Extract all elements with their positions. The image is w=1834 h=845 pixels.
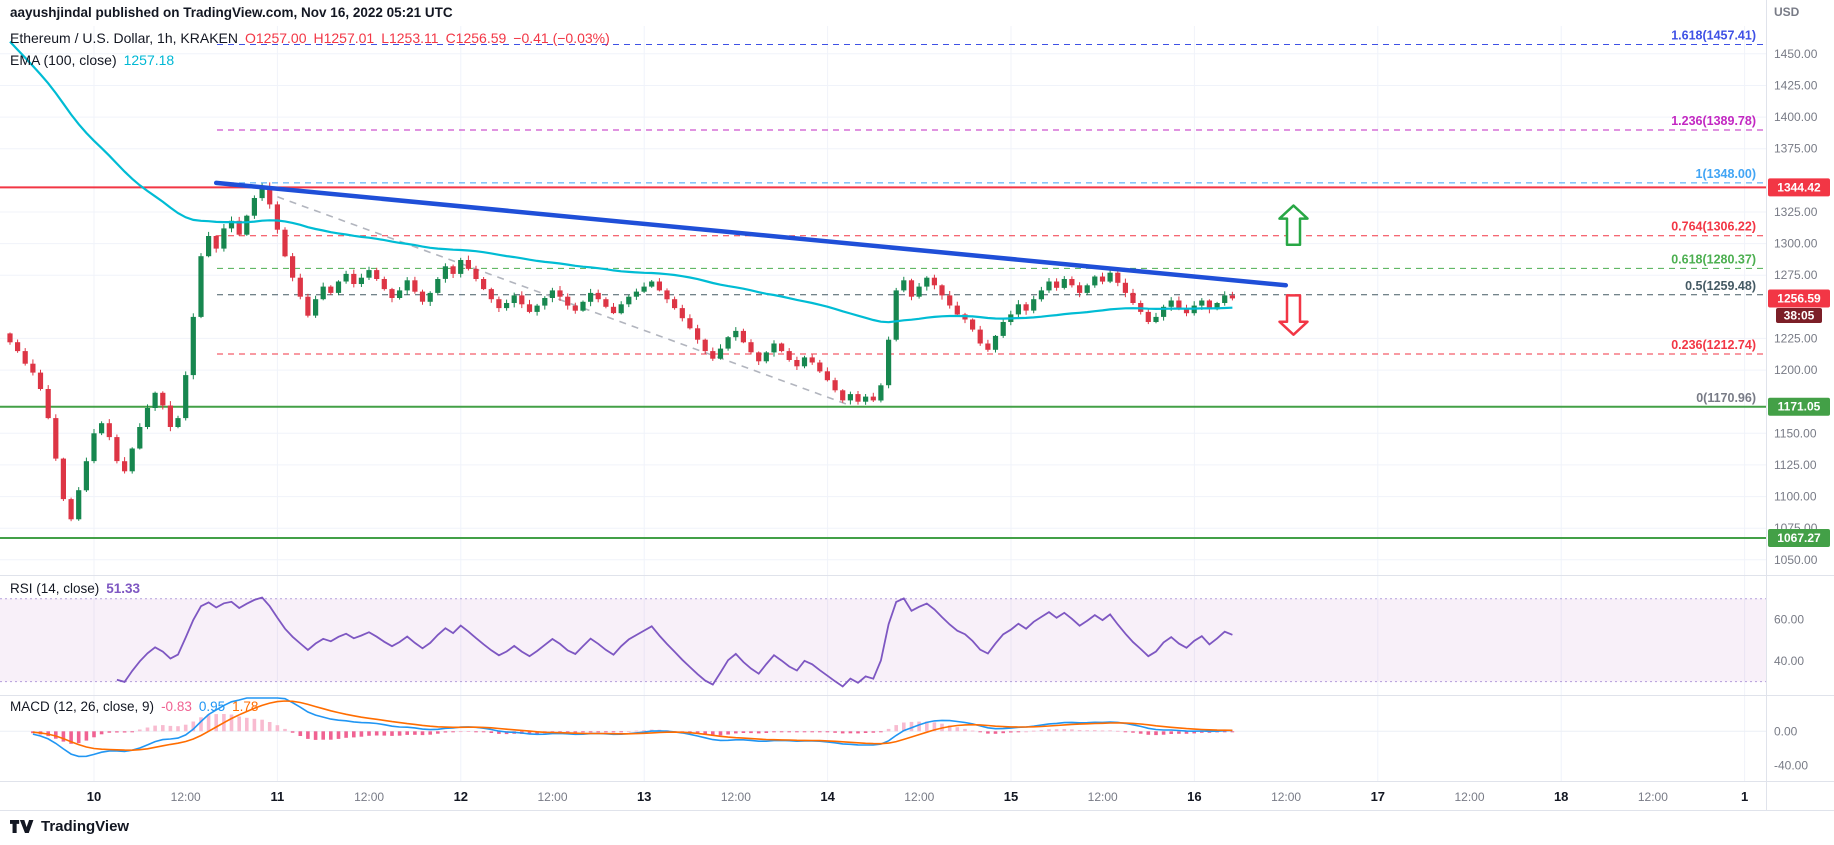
- fib-label[interactable]: 1(1348.00): [1696, 167, 1756, 181]
- time-tick-label: 12:00: [171, 790, 201, 804]
- svg-text:38:05: 38:05: [1784, 309, 1815, 323]
- price-tick-label: 1325.00: [1774, 205, 1818, 219]
- macd-label: MACD (12, 26, close, 9): [10, 699, 155, 714]
- time-tick-label: 16: [1187, 789, 1201, 804]
- footer-brand[interactable]: TradingView: [10, 818, 129, 835]
- time-tick-label: 10: [87, 789, 101, 804]
- ema-line: [9, 40, 1233, 324]
- svg-text:1256.59: 1256.59: [1777, 292, 1821, 306]
- price-tick-label: 1100.00: [1774, 490, 1817, 504]
- fib-label[interactable]: 1.236(1389.78): [1671, 114, 1756, 128]
- fib-label[interactable]: 0.236(1212.74): [1671, 338, 1756, 352]
- svg-text:1067.27: 1067.27: [1777, 531, 1821, 545]
- rsi-legend[interactable]: RSI (14, close) 51.33: [10, 581, 147, 596]
- time-tick-label: 12:00: [721, 790, 751, 804]
- price-tick-label: 1125.00: [1774, 458, 1817, 472]
- chart-canvas[interactable]: 1450.00 1425.00 1400.00 1375.00 1325.00 1300.…: [0, 0, 1834, 812]
- time-tick-label: 15: [1004, 789, 1018, 804]
- arrow-up-marker[interactable]: [1278, 204, 1309, 247]
- price-tick-label: 1275.00: [1774, 268, 1818, 282]
- rsi-value: 51.33: [106, 581, 141, 596]
- time-tick-label: 17: [1371, 789, 1385, 804]
- fib-label[interactable]: 0(1170.96): [1696, 391, 1756, 405]
- blue-trendline[interactable]: [213, 180, 1289, 288]
- ema-value: 1257.18: [123, 52, 175, 68]
- price-tick-label: 1050.00: [1774, 553, 1818, 567]
- low-value: L1253.11: [381, 30, 439, 46]
- price-tick-label: 1400.00: [1774, 110, 1818, 124]
- ema-label: EMA (100, close): [10, 52, 117, 68]
- time-tick-label: 12: [454, 789, 468, 804]
- symbol-title: Ethereum / U.S. Dollar, 1h, KRAKEN: [10, 30, 238, 46]
- rsi-label: RSI (14, close): [10, 581, 100, 596]
- macd-tick-label: 0.00: [1774, 724, 1798, 738]
- gray-trendline: [277, 196, 851, 407]
- time-tick-label: 12:00: [1271, 790, 1301, 804]
- time-tick-label: 18: [1554, 789, 1568, 804]
- brand-name: TradingView: [41, 818, 130, 835]
- macd-legend[interactable]: MACD (12, 26, close, 9) -0.83 0.95 1.78: [10, 699, 265, 714]
- price-tick-label: 1300.00: [1774, 237, 1818, 251]
- price-badge: 1171.05: [1768, 397, 1830, 416]
- time-tick-label: 13: [637, 789, 651, 804]
- candlesticks: [7, 182, 1235, 522]
- macd-signal-value: 1.78: [232, 699, 259, 714]
- price-tick-label: 1375.00: [1774, 142, 1818, 156]
- price-tick-label: 1150.00: [1774, 426, 1817, 440]
- time-tick-label: 14: [820, 789, 835, 804]
- rsi-tick-label: 60.00: [1774, 612, 1804, 626]
- macd-signal-line: [32, 700, 1233, 752]
- arrow-down-marker[interactable]: [1278, 294, 1309, 336]
- fib-label[interactable]: 1.618(1457.41): [1671, 29, 1756, 43]
- high-value: H1257.01: [313, 30, 375, 46]
- chart-svg[interactable]: 1450.00 1425.00 1400.00 1375.00 1325.00 1300.…: [0, 0, 1834, 812]
- price-tick-label: 1200.00: [1774, 363, 1818, 377]
- open-value: O1257.00: [244, 30, 307, 46]
- macd-hist-value: -0.83: [161, 699, 192, 714]
- price-badge: 1344.42: [1768, 178, 1830, 197]
- price-tick-label: 1225.00: [1774, 331, 1818, 345]
- countdown-badge: [1776, 308, 1822, 323]
- tradingview-logo-icon: [10, 819, 34, 833]
- ema-legend[interactable]: EMA (100, close) 1257.18: [10, 52, 181, 68]
- fib-label[interactable]: 0.5(1259.48): [1685, 279, 1756, 293]
- price-tick-label: 1425.00: [1774, 79, 1818, 93]
- rsi-band: [0, 598, 1766, 682]
- macd-tick-label: -40.00: [1774, 759, 1808, 773]
- time-tick-label: 12:00: [537, 790, 567, 804]
- time-tick-label: 11: [271, 789, 285, 804]
- macd-line-value: 0.95: [198, 699, 226, 714]
- close-value: C1256.59: [445, 30, 507, 46]
- time-tick-label: 12:00: [904, 790, 934, 804]
- price-badge: 1067.27: [1768, 529, 1830, 547]
- time-tick-label: 12:00: [354, 790, 384, 804]
- svg-text:1344.42: 1344.42: [1777, 180, 1821, 194]
- rsi-line: [116, 596, 1233, 688]
- fib-label[interactable]: 0.618(1280.37): [1671, 252, 1756, 266]
- price-axis-unit: USD: [1774, 5, 1800, 19]
- symbol-legend[interactable]: Ethereum / U.S. Dollar, 1h, KRAKEN O1257.…: [10, 30, 617, 46]
- price-badge: 1256.59 38:05: [1768, 289, 1830, 323]
- published-line: aayushjindal published on TradingView.co…: [10, 5, 453, 20]
- price-tick-label: 1450.00: [1774, 47, 1818, 61]
- svg-text:1171.05: 1171.05: [1778, 400, 1821, 414]
- time-tick-label: 12:00: [1454, 790, 1484, 804]
- change-value: −0.41 (−0.03%): [513, 30, 610, 46]
- time-tick-label: 12:00: [1088, 790, 1118, 804]
- fib-label[interactable]: 0.764(1306.22): [1671, 220, 1756, 234]
- time-tick-label: 1: [1741, 789, 1748, 804]
- time-tick-label: 12:00: [1638, 790, 1668, 804]
- rsi-tick-label: 40.00: [1774, 654, 1804, 668]
